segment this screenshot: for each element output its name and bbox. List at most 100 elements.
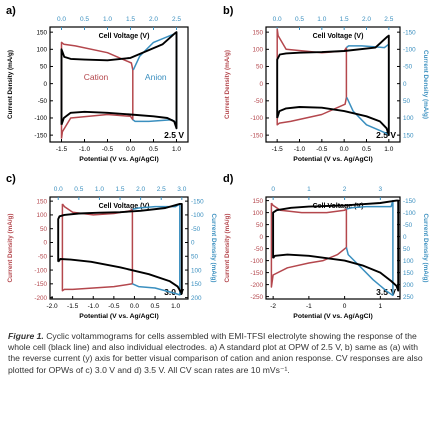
right-axis-tick-label: 200 bbox=[403, 282, 414, 289]
chart-title: Cell Voltage (V) bbox=[313, 33, 364, 40]
y-axis-tick-label: 0 bbox=[259, 81, 263, 88]
y-axis-label: Current Density (mA/g) bbox=[224, 50, 231, 119]
cation-curve bbox=[276, 28, 348, 126]
top-axis-tick-label: 3 bbox=[379, 186, 383, 193]
y-axis-tick-label: 100 bbox=[252, 210, 263, 217]
x-axis-tick-label: 1 bbox=[379, 303, 383, 310]
plot-frame bbox=[265, 196, 401, 300]
voltage-annotation: 2.5 V bbox=[376, 130, 396, 140]
top-axis-tick-label: 1.0 bbox=[103, 16, 112, 23]
cell-curve bbox=[272, 199, 400, 292]
cell-curve bbox=[276, 34, 390, 137]
x-axis-tick-label: 1.0 bbox=[171, 303, 180, 310]
right-axis-label: Current Density (mA/g) bbox=[422, 214, 429, 283]
panel-label: c) bbox=[6, 173, 16, 185]
x-axis-tick-label: 1.0 bbox=[172, 146, 181, 153]
right-axis-label: Current Density (mA/g) bbox=[210, 214, 217, 283]
right-axis-tick-label: 150 bbox=[403, 132, 414, 139]
y-axis-tick-label: 100 bbox=[36, 47, 47, 54]
x-axis-tick-label: 1.0 bbox=[384, 146, 393, 153]
voltage-annotation: 3.0 V bbox=[164, 287, 184, 297]
x-axis-tick-label: 0.0 bbox=[126, 146, 135, 153]
x-axis-tick-label: -1.5 bbox=[56, 146, 68, 153]
right-axis-tick-label: 0 bbox=[403, 234, 407, 241]
right-axis-tick-label: -100 bbox=[191, 212, 204, 219]
x-axis-tick-label: -1.0 bbox=[294, 146, 306, 153]
y-axis-tick-label: -200 bbox=[34, 295, 47, 302]
x-axis-tick-label: -1 bbox=[306, 303, 312, 310]
top-axis-tick-label: 0.0 bbox=[57, 16, 66, 23]
figure: a) 0.0 0.5 1.0 1.5 2.0 2.5 -1.5 -1.0 -0.5 0.0 0.5 1.… bbox=[6, 5, 429, 320]
chart-panel-1: a) 0.0 0.5 1.0 1.5 2.0 2.5 -1.5 -1.0 -0.5 0.0 0.5 1.… bbox=[6, 5, 189, 163]
y-axis-tick-label: -50 bbox=[38, 253, 48, 260]
y-axis-tick-label: -100 bbox=[34, 267, 47, 274]
panel-label: b) bbox=[223, 5, 234, 17]
y-axis-tick-label: 50 bbox=[256, 64, 264, 71]
y-axis-tick-label: 150 bbox=[252, 29, 263, 36]
right-axis-tick-label: 100 bbox=[403, 115, 414, 122]
x-axis-tick-label: -2.0 bbox=[46, 303, 58, 310]
cation-curve bbox=[61, 203, 134, 292]
cell-curve bbox=[57, 202, 183, 295]
y-axis-tick-label: -200 bbox=[250, 282, 263, 289]
x-axis-tick-label: 0 bbox=[343, 303, 347, 310]
right-axis-tick-label: -100 bbox=[403, 210, 416, 217]
y-axis-tick-label: 100 bbox=[36, 212, 47, 219]
top-axis-tick-label: 1 bbox=[307, 186, 311, 193]
panel-label: a) bbox=[6, 5, 16, 17]
y-axis-tick-label: 0 bbox=[43, 81, 47, 88]
top-axis-tick-label: 2.5 bbox=[172, 16, 181, 23]
y-axis-tick-label: -100 bbox=[250, 115, 263, 122]
top-axis-tick-label: 1.5 bbox=[116, 186, 125, 193]
anion-curve bbox=[345, 43, 390, 136]
y-axis-tick-label: -250 bbox=[250, 294, 263, 301]
y-axis-tick-label: 150 bbox=[36, 198, 47, 205]
x-axis-tick-label: -1.5 bbox=[272, 146, 284, 153]
cell-curve bbox=[60, 31, 178, 130]
panel-label: d) bbox=[223, 173, 234, 185]
top-axis-tick-label: 2.0 bbox=[149, 16, 158, 23]
x-axis-tick-label: -0.5 bbox=[102, 146, 114, 153]
chart-panel-3: c) 0.0 0.5 1.0 1.5 2.0 2.5 3.0 -2.0 -1.5 -1.0 -0.5 0… bbox=[6, 173, 217, 320]
plot-frame bbox=[265, 26, 401, 143]
top-axis-tick-label: 0.0 bbox=[54, 186, 63, 193]
x-axis-label: Potential (V vs. Ag/AgCl) bbox=[293, 156, 372, 163]
y-axis-tick-label: 50 bbox=[256, 222, 264, 229]
y-axis-tick-label: -150 bbox=[34, 281, 47, 288]
y-axis-tick-label: -150 bbox=[250, 270, 263, 277]
y-axis-tick-label: -50 bbox=[254, 98, 264, 105]
y-axis-tick-label: -150 bbox=[34, 132, 47, 139]
right-axis-tick-label: -100 bbox=[403, 47, 416, 54]
y-axis-tick-label: -150 bbox=[250, 132, 263, 139]
anion-curve bbox=[132, 203, 181, 296]
y-axis-tick-label: 50 bbox=[40, 226, 48, 233]
right-axis-tick-label: -150 bbox=[403, 198, 416, 205]
top-axis-tick-label: 2.0 bbox=[136, 186, 145, 193]
right-axis-tick-label: -150 bbox=[191, 198, 204, 205]
x-axis-tick-label: 0.5 bbox=[149, 146, 158, 153]
top-axis-tick-label: 1.5 bbox=[340, 16, 349, 23]
top-axis-tick-label: 0.5 bbox=[80, 16, 89, 23]
chart-title: Cell Voltage (V) bbox=[99, 33, 150, 40]
y-axis-tick-label: -100 bbox=[250, 258, 263, 265]
top-axis-tick-label: 0.5 bbox=[295, 16, 304, 23]
cation-curve bbox=[60, 41, 134, 139]
y-axis-tick-label: -50 bbox=[38, 98, 48, 105]
chart-panel-4: d) 0 1 2 3 -2 -1 0 1 -250 -200 -150 -100 -50 0 50 100 150… bbox=[223, 173, 429, 320]
anion-label: Anion bbox=[145, 72, 167, 82]
x-axis-tick-label: 0.5 bbox=[362, 146, 371, 153]
y-axis-tick-label: 150 bbox=[252, 198, 263, 205]
top-axis-tick-label: 0 bbox=[271, 186, 275, 193]
x-axis-tick-label: -0.5 bbox=[108, 303, 120, 310]
chart-panel-2: b) 0.0 0.5 1.0 1.5 2.0 2.5 -1.5 -1.0 -0.5 0.0 0.5 1.… bbox=[223, 5, 429, 163]
x-axis-tick-label: 0.0 bbox=[130, 303, 139, 310]
top-axis-tick-label: 1.0 bbox=[317, 16, 326, 23]
right-axis-tick-label: 0 bbox=[191, 240, 195, 247]
right-axis-tick-label: 50 bbox=[403, 98, 411, 105]
right-axis-tick-label: 250 bbox=[403, 294, 414, 301]
chart-title: Cell Voltage (V) bbox=[99, 203, 150, 210]
top-axis-tick-label: 2.5 bbox=[157, 186, 166, 193]
plot-frame bbox=[49, 26, 189, 143]
caption-text: Cyclic voltammograms for cells assembled… bbox=[8, 331, 423, 375]
right-axis-label: Current Density (mA/g) bbox=[422, 50, 429, 119]
